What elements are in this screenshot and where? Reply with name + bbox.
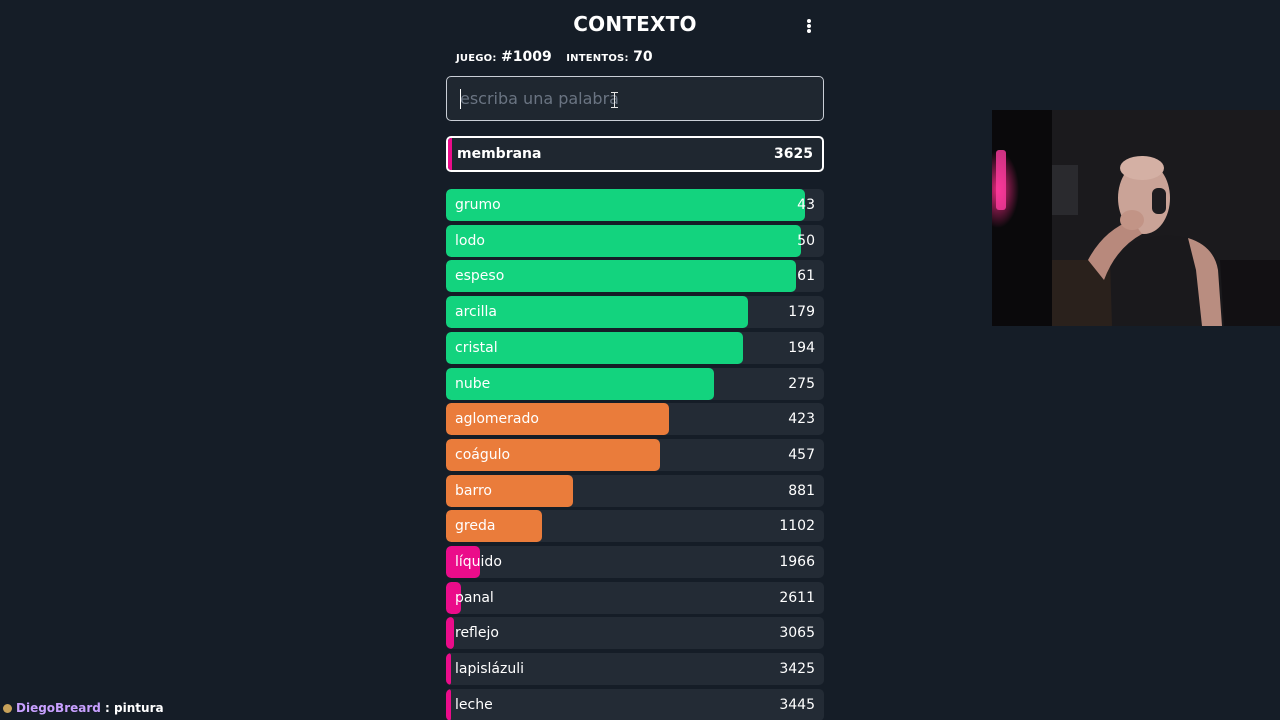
- guess-proximity-bar: [446, 689, 451, 720]
- guess-row: espeso 61: [446, 260, 824, 292]
- guess-row: reflejo 3065: [446, 617, 824, 649]
- guess-score: 457: [788, 447, 815, 463]
- chat-text: pintura: [114, 701, 164, 715]
- guess-row: lapislázuli 3425: [446, 653, 824, 685]
- guess-row: líquido 1966: [446, 546, 824, 578]
- guess-row: leche 3445: [446, 689, 824, 720]
- guess-row: cristal 194: [446, 332, 824, 364]
- guess-word: cristal: [455, 340, 498, 356]
- guess-word: espeso: [455, 268, 505, 284]
- game-number: #1009: [501, 49, 552, 65]
- guess-score: 179: [788, 304, 815, 320]
- guess-word: arcilla: [455, 304, 497, 320]
- guess-word: greda: [455, 518, 496, 534]
- guess-score: 194: [788, 340, 815, 356]
- guess-proximity-bar: [446, 332, 743, 364]
- guess-score: 881: [788, 483, 815, 499]
- guess-proximity-bar: [446, 403, 669, 435]
- guess-word: lapislázuli: [455, 661, 525, 677]
- guess-row: barro 881: [446, 475, 824, 507]
- guess-score: 3425: [779, 661, 815, 677]
- guess-proximity-bar: [446, 617, 454, 649]
- guess-row: greda 1102: [446, 510, 824, 542]
- guess-word: aglomerado: [455, 411, 539, 427]
- current-guess-score: 3625: [774, 146, 813, 162]
- guess-proximity-bar: [446, 368, 714, 400]
- guess-row: nube 275: [446, 368, 824, 400]
- guess-proximity-bar: [446, 582, 461, 614]
- guess-proximity-bar: [446, 510, 542, 542]
- guess-proximity-bar: [446, 439, 660, 471]
- guess-word: reflejo: [455, 625, 499, 641]
- guess-word: coágulo: [455, 447, 511, 463]
- guess-score: 3445: [779, 697, 815, 713]
- guess-word: nube: [455, 376, 491, 392]
- guess-score: 1102: [779, 518, 815, 534]
- guess-proximity-bar: [446, 653, 451, 685]
- guess-word: líquido: [455, 554, 502, 570]
- guess-row: aglomerado 423: [446, 403, 824, 435]
- guess-score: 2611: [779, 590, 815, 606]
- guess-proximity-bar: [446, 546, 480, 578]
- guess-row: lodo 50: [446, 225, 824, 257]
- webcam-overlay: [992, 110, 1280, 326]
- guess-proximity-bar: [446, 296, 748, 328]
- guess-proximity-bar: [446, 189, 805, 221]
- guess-proximity-bar: [446, 225, 801, 257]
- current-guess-bar: [448, 138, 452, 170]
- guess-score: 61: [797, 268, 815, 284]
- chat-separator: :: [105, 701, 110, 715]
- chat-badge-icon: [3, 704, 12, 713]
- word-input[interactable]: [447, 77, 823, 120]
- guess-score: 3065: [779, 625, 815, 641]
- guess-score: 423: [788, 411, 815, 427]
- guess-row: panal 2611: [446, 582, 824, 614]
- guess-score: 43: [797, 197, 815, 213]
- chat-message: DiegoBreard : pintura: [3, 701, 164, 715]
- page-title: CONTEXTO: [573, 12, 697, 36]
- streamer-webcam-image: [992, 110, 1280, 326]
- guess-row: grumo 43: [446, 189, 824, 221]
- guess-proximity-bar: [446, 475, 573, 507]
- guess-word: grumo: [455, 197, 501, 213]
- word-search-box[interactable]: [446, 76, 824, 121]
- mouse-ibeam-cursor-icon: [611, 91, 619, 109]
- text-caret: [460, 89, 461, 109]
- more-menu-icon[interactable]: [798, 14, 820, 38]
- guess-word: leche: [455, 697, 493, 713]
- guess-score: 1966: [779, 554, 815, 570]
- guess-row: arcilla 179: [446, 296, 824, 328]
- guess-score: 50: [797, 233, 815, 249]
- game-info: JUEGO: #1009 INTENTOS: 70: [456, 49, 663, 65]
- attempts-label: INTENTOS:: [566, 53, 629, 64]
- guess-row: coágulo 457: [446, 439, 824, 471]
- chat-username: DiegoBreard: [16, 701, 101, 715]
- guess-word: lodo: [455, 233, 485, 249]
- game-label: JUEGO:: [456, 53, 497, 64]
- guess-word: panal: [455, 590, 494, 606]
- guess-proximity-bar: [446, 260, 796, 292]
- current-guess-row: membrana 3625: [446, 136, 824, 172]
- guess-score: 275: [788, 376, 815, 392]
- guess-word: barro: [455, 483, 492, 499]
- attempts-count: 70: [633, 49, 653, 65]
- current-guess-word: membrana: [457, 146, 542, 162]
